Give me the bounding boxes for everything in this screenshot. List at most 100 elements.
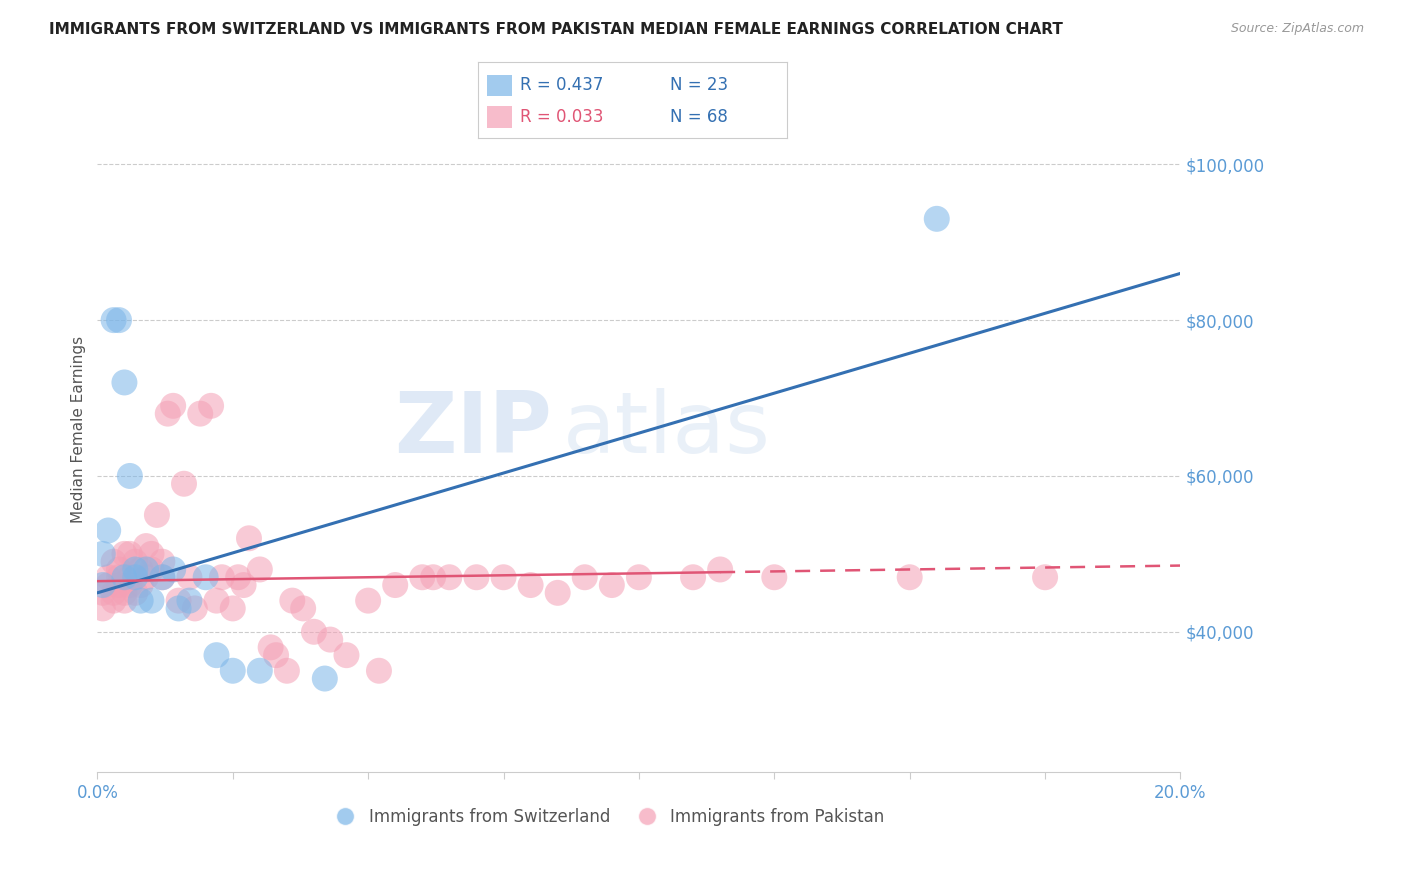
Point: [118, 547, 141, 561]
Point: [492, 570, 515, 584]
Text: Source: ZipAtlas.com: Source: ZipAtlas.com: [1230, 22, 1364, 36]
Point: [112, 586, 135, 600]
Point: [249, 664, 271, 678]
Point: [205, 648, 228, 662]
Point: [519, 578, 541, 592]
Point: [368, 664, 391, 678]
Point: [129, 562, 152, 576]
Point: [574, 570, 596, 584]
Point: [141, 547, 163, 561]
Point: [302, 624, 325, 639]
Point: [97, 524, 120, 538]
Bar: [488, 106, 512, 128]
Point: [103, 586, 125, 600]
Point: [226, 570, 249, 584]
Point: [335, 648, 357, 662]
Point: [184, 601, 207, 615]
Point: [465, 570, 488, 584]
Point: [627, 570, 650, 584]
Text: N = 23: N = 23: [669, 76, 728, 95]
Point: [162, 562, 184, 576]
Point: [135, 570, 157, 584]
Point: [108, 578, 131, 592]
Point: [211, 570, 233, 584]
Point: [108, 570, 131, 584]
Point: [112, 376, 135, 390]
Point: [124, 562, 146, 576]
Text: atlas: atlas: [562, 388, 770, 471]
Point: [167, 601, 190, 615]
Point: [222, 601, 245, 615]
Point: [232, 578, 254, 592]
Point: [112, 593, 135, 607]
Point: [682, 570, 704, 584]
Legend: Immigrants from Switzerland, Immigrants from Pakistan: Immigrants from Switzerland, Immigrants …: [322, 801, 891, 832]
Point: [925, 211, 948, 226]
Point: [124, 586, 146, 600]
Point: [709, 562, 731, 576]
Text: ZIP: ZIP: [395, 388, 553, 471]
Point: [238, 531, 260, 545]
Point: [150, 555, 173, 569]
Point: [188, 407, 211, 421]
Point: [200, 399, 222, 413]
Point: [108, 562, 131, 576]
Point: [264, 648, 287, 662]
Point: [150, 570, 173, 584]
Text: R = 0.033: R = 0.033: [520, 108, 603, 126]
Point: [91, 586, 114, 600]
Point: [411, 570, 433, 584]
Point: [118, 578, 141, 592]
Point: [292, 601, 315, 615]
Point: [124, 570, 146, 584]
Point: [118, 469, 141, 483]
Point: [129, 593, 152, 607]
Point: [103, 313, 125, 327]
Point: [898, 570, 921, 584]
Point: [422, 570, 444, 584]
Text: N = 68: N = 68: [669, 108, 728, 126]
Point: [319, 632, 342, 647]
Point: [108, 313, 131, 327]
Point: [91, 547, 114, 561]
Point: [118, 570, 141, 584]
Point: [194, 570, 217, 584]
Point: [97, 570, 120, 584]
Text: IMMIGRANTS FROM SWITZERLAND VS IMMIGRANTS FROM PAKISTAN MEDIAN FEMALE EARNINGS C: IMMIGRANTS FROM SWITZERLAND VS IMMIGRANT…: [49, 22, 1063, 37]
Point: [281, 593, 304, 607]
Bar: [488, 75, 512, 95]
Point: [249, 562, 271, 576]
Point: [205, 593, 228, 607]
Point: [103, 593, 125, 607]
Point: [259, 640, 281, 655]
Point: [439, 570, 461, 584]
Point: [150, 570, 173, 584]
Point: [103, 555, 125, 569]
Point: [222, 664, 245, 678]
Point: [547, 586, 569, 600]
Point: [91, 601, 114, 615]
Point: [1033, 570, 1056, 584]
Point: [124, 555, 146, 569]
Point: [156, 407, 179, 421]
Point: [179, 570, 201, 584]
Y-axis label: Median Female Earnings: Median Female Earnings: [72, 335, 86, 523]
Point: [600, 578, 623, 592]
Point: [173, 476, 195, 491]
Point: [141, 593, 163, 607]
Point: [357, 593, 380, 607]
Point: [129, 578, 152, 592]
Point: [167, 593, 190, 607]
Point: [141, 562, 163, 576]
Point: [162, 399, 184, 413]
Point: [146, 508, 169, 522]
Point: [112, 570, 135, 584]
Point: [112, 547, 135, 561]
Point: [91, 578, 114, 592]
Point: [135, 539, 157, 553]
Point: [179, 593, 201, 607]
Point: [384, 578, 406, 592]
Point: [135, 562, 157, 576]
Text: R = 0.437: R = 0.437: [520, 76, 603, 95]
Point: [763, 570, 786, 584]
